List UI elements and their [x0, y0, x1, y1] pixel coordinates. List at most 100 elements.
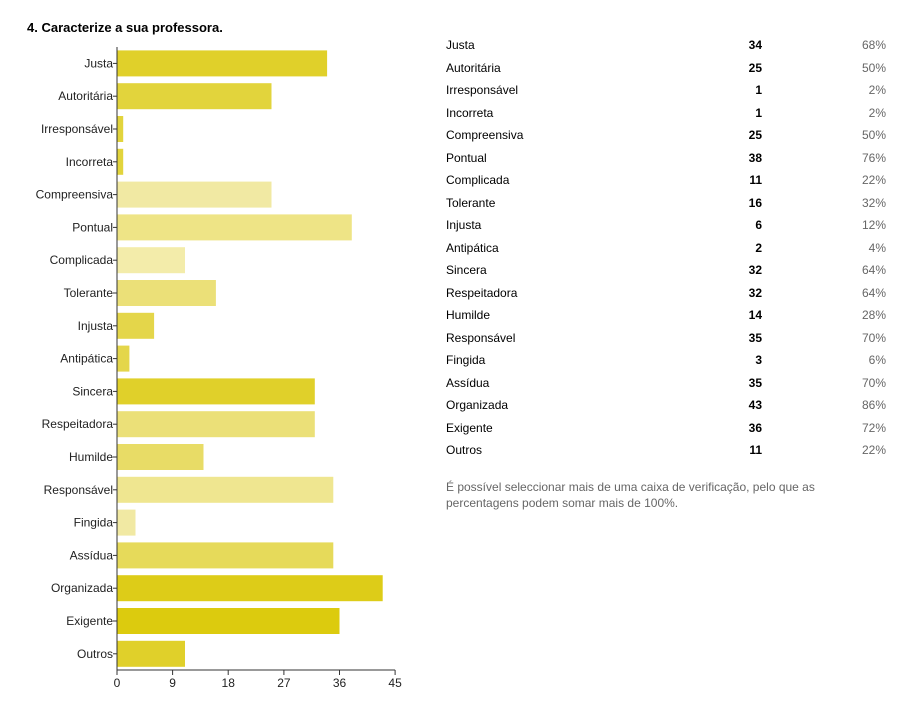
bar-outros	[117, 640, 185, 667]
question-title: 4. Caracterize a sua professora.	[27, 20, 223, 35]
row-count: 3	[755, 353, 762, 367]
table-row: Complicada 11 22%	[446, 169, 886, 192]
y-tick-label: Responsável	[44, 483, 113, 497]
row-label: Humilde	[446, 308, 491, 322]
table-row: Compreensiva 25 50%	[446, 124, 886, 147]
row-percentage: 70%	[861, 330, 886, 345]
row-label: Respeitadora	[446, 285, 518, 300]
y-tick-label: Autoritária	[58, 89, 113, 103]
row-percentage: 64%	[861, 263, 886, 277]
bar-justa	[117, 50, 328, 77]
row-percentage: 6%	[868, 353, 886, 367]
bar-responsável	[117, 476, 334, 503]
table-row: Irresponsável 1 2%	[446, 79, 886, 102]
y-tick-label: Outros	[77, 647, 113, 661]
row-label: Assídua	[446, 375, 490, 390]
row-count: 1	[755, 83, 762, 97]
y-tick-label: Humilde	[69, 450, 113, 464]
row-percentage: 70%	[861, 375, 886, 390]
y-tick-label: Assídua	[70, 548, 114, 562]
row-label: Fingida	[446, 353, 486, 367]
bar-respeitadora	[117, 411, 315, 438]
y-tick-label: Sincera	[72, 384, 113, 398]
row-count: 35	[748, 330, 762, 345]
x-tick-label: 27	[277, 676, 291, 690]
row-percentage: 4%	[868, 240, 886, 255]
row-count: 32	[748, 263, 762, 277]
y-tick-label: Antipática	[60, 352, 113, 366]
table-row: Assídua 35 70%	[446, 372, 886, 395]
row-percentage: 64%	[861, 285, 886, 300]
row-label: Compreensiva	[446, 128, 524, 142]
y-tick-label: Justa	[84, 56, 113, 70]
table-row: Injusta 6 12%	[446, 214, 886, 237]
bar-organizada	[117, 575, 383, 602]
row-percentage: 28%	[861, 308, 886, 322]
table-row: Sincera 32 64%	[446, 259, 886, 282]
table-row: Antipática 2 4%	[446, 237, 886, 260]
bar-sincera	[117, 378, 315, 405]
row-count: 16	[748, 195, 762, 210]
row-count: 35	[748, 375, 762, 390]
row-count: 11	[749, 443, 762, 457]
table-row: Justa 34 68%	[446, 34, 886, 57]
table-row: Tolerante 16 32%	[446, 192, 886, 215]
row-percentage: 76%	[861, 150, 886, 165]
bar-injusta	[117, 312, 155, 339]
x-tick-label: 0	[114, 676, 121, 690]
row-label: Injusta	[446, 218, 482, 232]
x-tick-label: 36	[333, 676, 347, 690]
row-label: Outros	[446, 443, 483, 457]
bar-irresponsável	[117, 116, 124, 142]
bar-fingida	[117, 509, 136, 536]
row-label: Justa	[446, 38, 475, 52]
y-tick-label: Irresponsável	[41, 122, 113, 136]
y-tick-label: Fingida	[74, 516, 114, 530]
table-row: Exigente 36 72%	[446, 417, 886, 440]
row-label: Tolerante	[446, 195, 496, 210]
row-count: 2	[755, 240, 762, 255]
row-label: Complicada	[446, 173, 510, 187]
bar-autoritária	[117, 83, 272, 110]
bar-compreensiva	[117, 181, 272, 208]
results-table: Justa 34 68% Autoritária 25 50% Irresponsável 1…	[446, 34, 886, 462]
table-row: Responsável 35 70%	[446, 327, 886, 350]
y-tick-label: Tolerante	[64, 286, 114, 300]
bar-pontual	[117, 214, 352, 241]
row-count: 34	[748, 38, 762, 52]
y-tick-label: Organizada	[51, 581, 113, 595]
table-row: Respeitadora 32 64%	[446, 282, 886, 305]
row-percentage: 22%	[861, 173, 886, 187]
table-row: Organizada 43 86%	[446, 394, 886, 417]
row-count: 25	[748, 60, 762, 75]
row-label: Organizada	[446, 398, 509, 412]
row-percentage: 32%	[861, 195, 886, 210]
row-percentage: 68%	[861, 38, 886, 52]
x-tick-label: 18	[222, 676, 236, 690]
row-count: 25	[748, 128, 762, 142]
y-tick-label: Compreensiva	[36, 188, 114, 202]
table-row: Autoritária 25 50%	[446, 57, 886, 80]
table-row: Fingida 3 6%	[446, 349, 886, 372]
row-count: 43	[748, 398, 762, 412]
bar-humilde	[117, 444, 204, 470]
row-percentage: 50%	[861, 128, 886, 142]
row-percentage: 22%	[861, 443, 886, 457]
row-label: Responsável	[446, 330, 516, 345]
row-label: Autoritária	[446, 60, 501, 75]
row-percentage: 2%	[868, 83, 886, 97]
bar-complicada	[117, 247, 185, 274]
row-count: 11	[749, 173, 762, 187]
row-percentage: 12%	[861, 218, 886, 232]
bar-exigente	[117, 608, 340, 634]
row-label: Irresponsável	[446, 83, 519, 97]
y-tick-label: Complicada	[50, 253, 114, 267]
x-tick-label: 45	[388, 676, 402, 690]
row-count: 6	[755, 218, 762, 232]
bar-tolerante	[117, 280, 216, 306]
row-label: Antipática	[446, 240, 499, 255]
table-row: Outros 11 22%	[446, 439, 886, 462]
row-count: 1	[755, 105, 762, 120]
table-row: Pontual 38 76%	[446, 147, 886, 170]
row-percentage: 72%	[861, 420, 886, 435]
